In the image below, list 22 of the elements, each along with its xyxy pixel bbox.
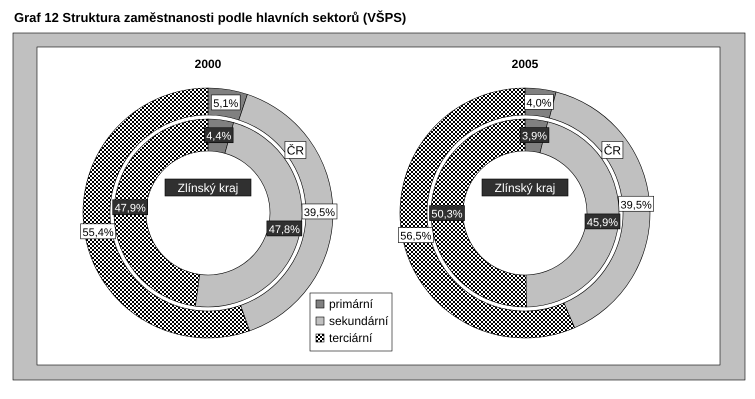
data-label: 39,5% xyxy=(620,199,652,212)
data-label: 4,0% xyxy=(526,97,552,110)
data-label: 4,4% xyxy=(206,130,232,143)
data-label: 47,9% xyxy=(114,202,146,215)
data-label: 47,8% xyxy=(268,224,300,236)
data-label: 3,9% xyxy=(522,130,548,143)
data-label: 45,9% xyxy=(586,216,618,229)
chart-title: 2000 xyxy=(194,57,222,71)
data-label: 39,5% xyxy=(304,206,336,219)
slice-label: Zlínský kraj xyxy=(178,181,238,195)
chart-title: 2005 xyxy=(512,57,539,71)
text: Graf 12 Struktura zaměstnanosti podle hlavních sektorů (VŠPS) xyxy=(14,10,406,25)
data-label: 55,4% xyxy=(82,226,114,239)
slice-label: ČR xyxy=(604,143,622,158)
data-label: 5,1% xyxy=(213,98,239,110)
slice-label: ČR xyxy=(286,143,304,158)
legend-label: sekundární xyxy=(329,314,390,328)
data-label: 56,5% xyxy=(400,230,432,243)
data-label: 50,3% xyxy=(431,208,463,221)
slice-label: Zlínský kraj xyxy=(494,181,556,195)
legend-label: terciární xyxy=(329,331,374,345)
legend-label: primární xyxy=(329,297,374,311)
